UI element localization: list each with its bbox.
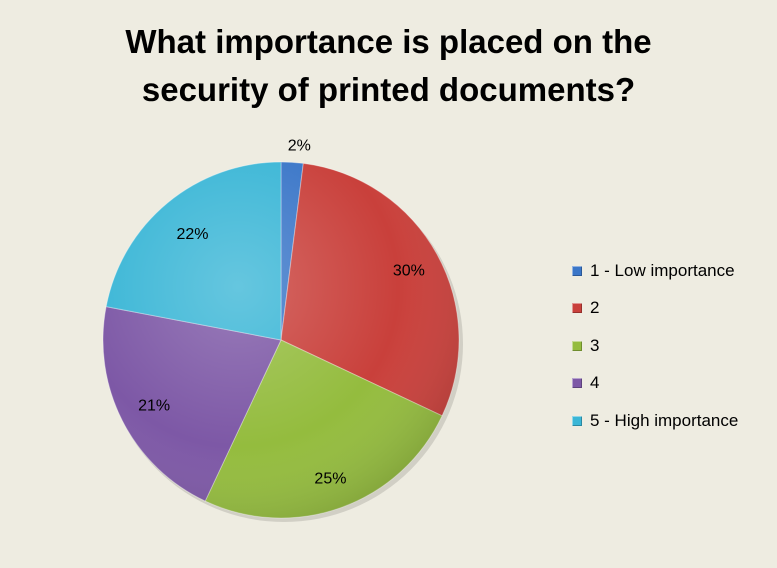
legend-swatch-1 — [572, 265, 582, 276]
chart-title-line-1: What importance is placed on the — [125, 23, 652, 60]
legend-label-2: 2 — [590, 298, 600, 318]
legend-item-1: 1 - Low importance — [572, 252, 738, 290]
data-label-5: 22% — [176, 226, 208, 243]
legend: 1 - Low importance 2 3 4 5 - High importance — [572, 252, 738, 440]
legend-swatch-4 — [572, 378, 582, 389]
legend-swatch-3 — [572, 340, 582, 351]
legend-item-4: 4 — [572, 365, 738, 403]
data-label-3: 25% — [314, 470, 346, 487]
legend-swatch-2 — [572, 303, 582, 314]
data-label-1: 2% — [288, 138, 311, 155]
legend-item-2: 2 — [572, 290, 738, 328]
legend-item-3: 3 — [572, 327, 738, 365]
chart-title: What importance is placed on the securit… — [0, 18, 777, 114]
legend-swatch-5 — [572, 415, 582, 426]
data-label-4: 21% — [138, 398, 170, 415]
legend-label-3: 3 — [590, 335, 600, 355]
legend-item-5: 5 - High importance — [572, 402, 738, 440]
legend-label-5: 5 - High importance — [590, 410, 739, 430]
chart-title-line-2: security of printed documents? — [141, 71, 636, 108]
legend-label-1: 1 - Low importance — [590, 260, 735, 280]
data-label-2: 30% — [393, 263, 425, 280]
legend-label-4: 4 — [590, 373, 600, 393]
